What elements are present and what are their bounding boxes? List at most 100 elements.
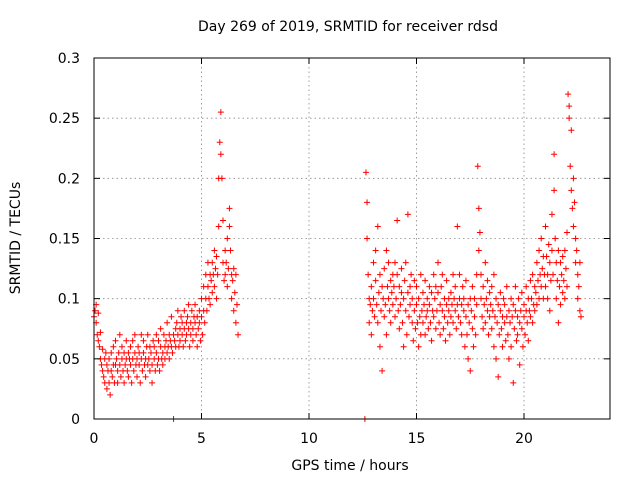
data-point xyxy=(121,379,128,386)
data-point xyxy=(475,205,482,212)
data-point xyxy=(435,259,441,266)
data-point xyxy=(118,343,125,350)
data-point xyxy=(536,247,543,254)
y-tick-label: 0.3 xyxy=(58,51,80,67)
data-point xyxy=(393,295,400,302)
data-point xyxy=(95,310,102,317)
data-point xyxy=(542,223,549,230)
data-point xyxy=(366,319,373,326)
data-point xyxy=(497,307,504,314)
data-point xyxy=(103,385,110,392)
data-point xyxy=(92,307,99,314)
data-point xyxy=(123,337,130,344)
data-point xyxy=(99,367,106,374)
data-point xyxy=(370,259,377,266)
data-point xyxy=(125,349,132,356)
data-point xyxy=(419,289,426,296)
data-point xyxy=(115,349,122,356)
data-point xyxy=(209,289,216,296)
data-point xyxy=(232,271,239,278)
data-point xyxy=(214,271,221,278)
data-point xyxy=(112,337,119,344)
data-point xyxy=(173,319,180,326)
data-point xyxy=(482,259,489,266)
data-point xyxy=(501,301,508,308)
data-point xyxy=(472,331,479,338)
data-point xyxy=(135,343,142,350)
data-point xyxy=(577,313,584,320)
data-point xyxy=(106,355,113,362)
data-point xyxy=(442,337,449,344)
data-point xyxy=(559,289,566,296)
data-point xyxy=(224,283,231,290)
data-point xyxy=(555,319,562,326)
data-point xyxy=(217,151,224,158)
data-point xyxy=(453,325,460,332)
y-tick-label: 0 xyxy=(71,412,80,428)
data-point xyxy=(444,319,451,326)
data-point xyxy=(551,151,558,158)
data-point xyxy=(547,277,554,284)
data-point xyxy=(559,253,566,260)
data-point xyxy=(128,379,135,386)
data-point xyxy=(211,283,218,290)
data-point xyxy=(437,331,444,338)
data-point xyxy=(485,331,492,338)
data-point xyxy=(372,247,379,254)
data-point xyxy=(528,295,535,302)
data-point xyxy=(368,283,375,290)
data-point xyxy=(229,277,236,284)
data-point xyxy=(108,367,115,374)
data-point xyxy=(404,289,411,296)
data-point xyxy=(375,289,382,296)
data-point xyxy=(225,265,232,272)
data-point xyxy=(445,307,452,314)
data-point xyxy=(502,337,509,344)
data-point xyxy=(372,277,379,284)
y-axis-label: SRMTID / TECUs xyxy=(8,182,24,295)
data-point xyxy=(370,295,377,302)
data-point xyxy=(558,271,565,278)
data-point xyxy=(569,205,576,212)
data-point xyxy=(493,295,500,302)
data-point xyxy=(185,301,192,308)
data-point xyxy=(508,343,515,350)
data-point xyxy=(462,313,469,320)
data-point xyxy=(481,301,488,308)
data-point xyxy=(394,271,401,278)
y-tick-label: 0.15 xyxy=(49,232,80,248)
data-point xyxy=(574,295,581,302)
data-point xyxy=(400,295,407,302)
data-point xyxy=(462,277,469,284)
data-point xyxy=(512,307,519,314)
data-point xyxy=(529,271,536,278)
data-point xyxy=(546,307,553,314)
data-point xyxy=(395,307,402,314)
data-point xyxy=(110,343,117,350)
data-point xyxy=(409,319,416,326)
data-point xyxy=(451,295,458,302)
data-point xyxy=(209,259,216,266)
data-point xyxy=(489,307,496,314)
data-point xyxy=(379,283,386,290)
data-point xyxy=(551,187,558,194)
data-point xyxy=(365,271,372,278)
data-point xyxy=(400,343,407,350)
data-point xyxy=(514,313,521,320)
data-point xyxy=(125,373,132,380)
x-tick-label: 15 xyxy=(408,431,426,447)
data-point xyxy=(484,277,491,284)
data-point xyxy=(452,307,459,314)
data-point xyxy=(137,379,144,386)
data-point xyxy=(392,313,398,320)
data-point xyxy=(113,355,120,362)
data-point xyxy=(376,343,383,350)
data-point xyxy=(572,235,579,242)
data-point xyxy=(503,313,510,320)
data-point xyxy=(435,289,441,296)
data-point xyxy=(517,307,524,314)
data-point xyxy=(505,307,512,314)
data-point xyxy=(384,283,391,290)
y-tick-label: 0.25 xyxy=(49,111,80,127)
data-point xyxy=(574,271,581,278)
